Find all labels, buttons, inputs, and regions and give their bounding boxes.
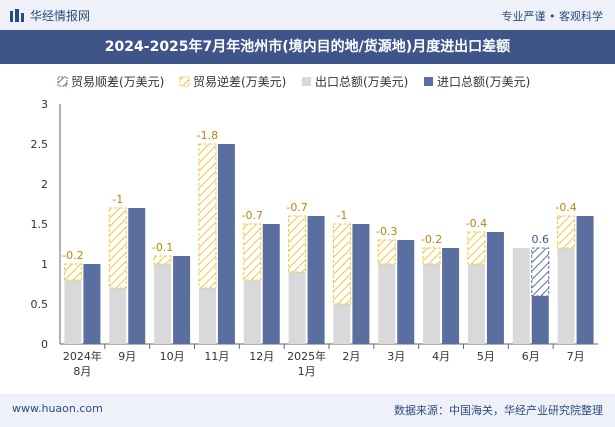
top-bar xyxy=(0,0,615,30)
export-bar xyxy=(288,272,306,344)
footer-bar xyxy=(0,394,615,427)
deficit-bar xyxy=(377,239,396,265)
legend-surplus-swatch xyxy=(57,76,68,87)
x-tick-label: 2024年 xyxy=(63,349,102,363)
brand-name: 华经情报网 xyxy=(30,8,91,23)
data-label: -0.4 xyxy=(466,217,487,230)
y-tick-label: 2.5 xyxy=(31,138,49,151)
bars xyxy=(63,143,594,344)
export-bar xyxy=(467,264,485,344)
deficit-bar xyxy=(288,215,307,273)
export-bar xyxy=(109,288,127,344)
import-bar xyxy=(128,208,146,344)
data-labels: -0.2 -1 -0.1 -1.8 -0.7 -0.7 -1 -0.3 -0.2 -0.4 0.6 -… xyxy=(62,129,577,262)
x-tick-label: 7月 xyxy=(567,350,585,363)
import-bar xyxy=(442,248,460,344)
legend-import-swatch xyxy=(424,77,433,86)
data-label: -0.2 xyxy=(421,233,442,246)
y-axis: 0 0.5 1 1.5 2 2.5 3 xyxy=(31,98,61,351)
deficit-bar xyxy=(467,231,486,265)
import-bar xyxy=(531,296,549,344)
legend-surplus-label: 贸易顺差(万美元) xyxy=(71,75,164,89)
export-bar xyxy=(423,264,441,344)
x-tick-label: 11月 xyxy=(204,350,229,363)
y-tick-label: 2 xyxy=(41,178,48,191)
surplus-bar xyxy=(531,247,550,297)
import-bar xyxy=(576,216,594,344)
export-bar xyxy=(333,304,351,344)
deficit-bar xyxy=(557,215,576,249)
data-label: -0.3 xyxy=(376,225,397,238)
brand-logo-icon xyxy=(10,8,24,22)
data-label: 0.6 xyxy=(532,233,550,246)
import-bar xyxy=(397,240,415,344)
import-bar xyxy=(352,224,370,344)
x-tick-label: 2月 xyxy=(342,350,360,363)
data-label: -0.4 xyxy=(555,201,576,214)
legend: 贸易顺差(万美元) 贸易逆差(万美元) 出口总额(万美元) 进口总额(万美元) xyxy=(57,74,530,89)
import-bar xyxy=(173,256,191,344)
legend-export-swatch xyxy=(302,77,311,86)
data-label: -1.8 xyxy=(197,129,218,142)
y-tick-label: 0.5 xyxy=(31,298,49,311)
import-bar xyxy=(307,216,325,344)
y-tick-label: 1.5 xyxy=(31,218,49,231)
x-axis: 2024年 8月 9月 10月 11月 12月 2025年 1月 2月 3月 4月 5月 6月 7月 xyxy=(60,343,598,378)
chart-area: 贸易顺差(万美元) 贸易逆差(万美元) 出口总额(万美元) 进口总额(万美元) 0 0.… xyxy=(31,74,598,378)
deficit-bar xyxy=(63,263,82,281)
import-bar xyxy=(217,144,235,344)
footer-url[interactable]: www.huaon.com xyxy=(12,402,103,415)
data-label: -0.7 xyxy=(286,201,307,214)
data-label: -0.7 xyxy=(242,209,263,222)
export-bar xyxy=(243,280,261,344)
deficit-bar xyxy=(198,143,217,289)
data-label: -0.2 xyxy=(62,249,83,262)
export-bar xyxy=(154,264,172,344)
y-tick-label: 1 xyxy=(41,258,48,271)
deficit-bar xyxy=(153,255,172,265)
data-label: -1 xyxy=(112,193,123,206)
export-bar xyxy=(557,248,575,344)
import-bar xyxy=(262,224,280,344)
y-tick-label: 0 xyxy=(41,338,48,351)
title-bar xyxy=(0,30,615,64)
x-tick-label: 3月 xyxy=(387,350,405,363)
legend-export-label: 出口总额(万美元) xyxy=(315,75,408,89)
x-tick-label: 6月 xyxy=(522,350,540,363)
y-tick-label: 3 xyxy=(41,98,48,111)
import-bar xyxy=(486,232,504,344)
legend-deficit-swatch xyxy=(179,76,190,87)
footer-source: 数据来源：中国海关，华经产业研究院整理 xyxy=(394,404,603,417)
export-bar xyxy=(512,248,530,344)
data-label: -1 xyxy=(336,209,347,222)
chart-title: 2024-2025年7月年池州市(境内目的地/货源地)月度进出口差额 xyxy=(104,39,511,55)
export-bar xyxy=(64,280,82,344)
deficit-bar xyxy=(332,223,351,305)
x-tick-label: 12月 xyxy=(249,350,274,363)
x-tick-label: 5月 xyxy=(477,350,495,363)
x-tick-label: 2025年 xyxy=(287,349,326,363)
x-tick-label: 4月 xyxy=(432,350,450,363)
brand: 华经情报网 xyxy=(10,8,91,23)
x-tick-label: 10月 xyxy=(160,350,185,363)
x-tick-label: 9月 xyxy=(118,350,136,363)
legend-import-label: 进口总额(万美元) xyxy=(437,75,530,89)
data-label: -0.1 xyxy=(152,241,173,254)
x-tick-label: 8月 xyxy=(73,365,91,378)
slogan: 专业严谨 • 客观科学 xyxy=(501,10,603,23)
deficit-bar xyxy=(108,207,127,289)
legend-deficit-label: 贸易逆差(万美元) xyxy=(193,74,286,89)
x-tick-label: 1月 xyxy=(298,365,316,378)
export-bar xyxy=(198,288,216,344)
deficit-bar xyxy=(422,247,441,265)
import-bar xyxy=(83,264,101,344)
deficit-bar xyxy=(243,223,262,281)
export-bar xyxy=(378,264,396,344)
